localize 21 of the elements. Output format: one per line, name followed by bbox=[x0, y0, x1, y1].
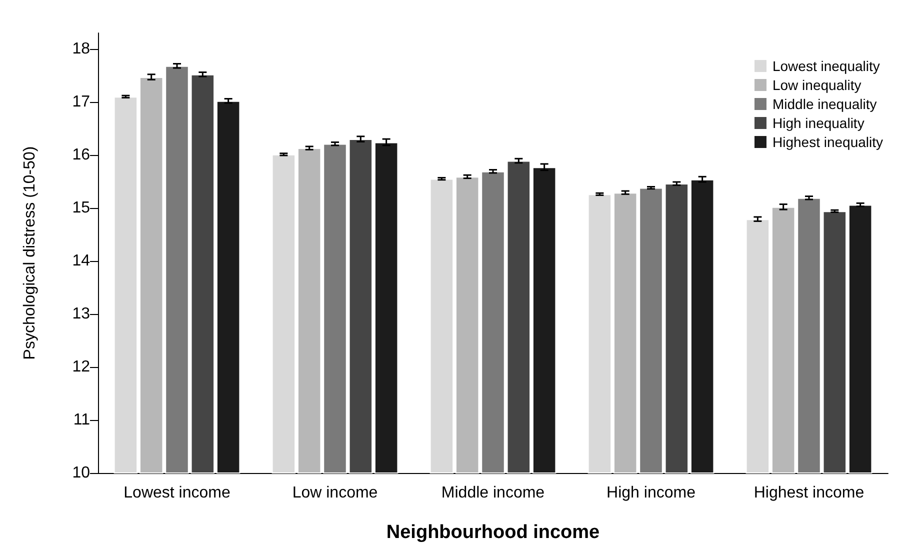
x-tick-label: Middle income bbox=[441, 484, 545, 502]
y-tick-label: 14 bbox=[72, 252, 90, 270]
y-tick-label: 11 bbox=[73, 411, 90, 428]
legend-label: Middle inequality bbox=[772, 96, 877, 112]
y-tick-label: 17 bbox=[72, 93, 90, 110]
x-tick-label: Low income bbox=[292, 484, 378, 502]
legend-label: High inequality bbox=[772, 115, 864, 131]
legend-label: Low inequality bbox=[772, 77, 862, 93]
y-tick-label: 12 bbox=[72, 358, 90, 376]
x-tick-label: Highest income bbox=[754, 484, 864, 502]
y-tick-label: 18 bbox=[72, 40, 90, 58]
y-tick-label: 15 bbox=[72, 199, 90, 216]
y-tick-label: 16 bbox=[72, 146, 90, 164]
legend-label: Highest inequality bbox=[772, 134, 884, 150]
y-axis-title: Psychological distress (10-50) bbox=[22, 146, 38, 360]
x-tick-label: High income bbox=[606, 484, 696, 502]
y-tick-label: 10 bbox=[72, 464, 90, 482]
x-axis-title: Neighbourhood income bbox=[386, 522, 600, 543]
legend-label: Lowest inequality bbox=[772, 58, 880, 74]
y-tick-label: 13 bbox=[72, 305, 90, 322]
x-tick-label: Lowest income bbox=[124, 484, 230, 502]
